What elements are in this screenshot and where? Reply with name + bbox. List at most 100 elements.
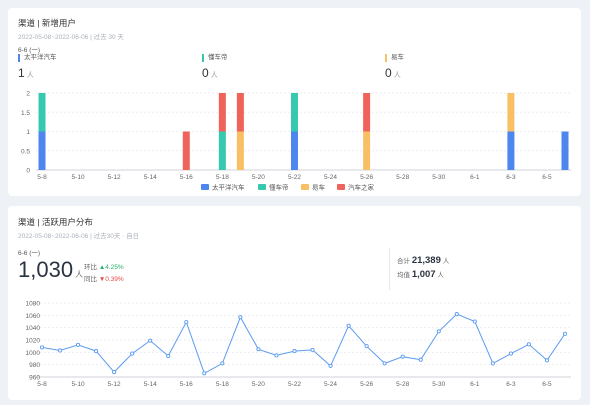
active-users-title: 渠道 | 活跃用户分布 [18,217,93,227]
x-tick-label: 5-28 [396,174,409,181]
legend-label: 汽车之家 [348,183,375,192]
x-tick-label: 5-14 [144,381,157,388]
active-users-line-chart: 960 980 1000 1020 1040 1060 1080 5-8 5-10 5-12 5-1… [26,301,571,388]
x-tick-label: 5-8 [37,381,47,388]
data-point [526,342,531,347]
y-tick-label: 0.5 [21,148,30,155]
bar-segment [507,131,515,170]
bar-segment [38,93,46,132]
data-point [328,363,333,368]
y-tick-label: 1040 [26,325,41,332]
x-tick-label: 5-16 [180,174,193,181]
x-tick-label: 5-12 [108,174,121,181]
active-users-date-range: 2022-05-08~2022-06-06 | 过去30天 · 自日 [18,233,140,240]
series-line [41,313,566,375]
data-point [94,349,99,354]
divider [389,248,390,290]
total-summary: 合计 21,389 人 [397,255,450,266]
bar-segment [507,93,515,132]
x-tick-label: 5-26 [360,381,373,388]
yoy-comparison: 同比 ▼0.39% [84,276,124,283]
metric-dongchedi-label: 懂车帝 [202,54,228,62]
data-point [292,349,297,354]
data-point [256,347,261,352]
new-users-bar-chart: 0 0.5 1 1.5 2 5-8 5-10 5-12 5-14 5-16 5-18 5-20 5-22… [21,91,571,192]
data-point [166,353,171,359]
legend-swatch [201,184,209,190]
legend-label: 懂车帝 [269,183,289,192]
data-point [238,315,243,320]
legend-swatch [301,184,309,190]
data-point [400,354,405,359]
data-point [148,338,153,343]
bar-segment [38,131,46,170]
data-point [382,361,387,366]
y-tick-label: 980 [29,362,40,369]
data-point [76,342,81,347]
x-tick-label: 5-26 [360,174,373,181]
data-point [57,348,63,353]
x-tick-label: 5-10 [72,381,85,388]
new-users-title: 渠道 | 新增用户 [18,18,76,28]
y-tick-label: 1020 [26,338,41,345]
metric-taipingyang-label: 太平洋汽车 [18,54,57,62]
bar-segment [363,131,371,170]
x-tick-label: 6-1 [470,174,480,181]
down-arrow-icon: ▼ [98,276,106,283]
data-point [112,370,117,375]
y-tick-label: 960 [29,375,40,382]
x-tick-label: 5-10 [72,174,85,181]
x-tick-label: 5-14 [144,174,157,181]
data-point [346,323,351,328]
x-tick-label: 5-22 [288,381,301,388]
x-tick-label: 5-30 [432,381,445,388]
wow-comparison: 环比 ▲4.25% [84,264,124,271]
x-tick-label: 6-5 [542,381,552,388]
bar-segment [290,131,298,170]
bar-segment [290,93,298,132]
y-tick-label: 1 [26,129,30,136]
new-users-date: 6-6 (一) [18,47,41,54]
data-point [202,371,207,376]
data-point [436,329,441,334]
x-tick-label: 6-5 [542,174,552,181]
data-point [310,347,315,352]
data-point [562,331,568,336]
data-point [39,345,45,350]
legend-label: 易车 [312,183,326,192]
bar-segment [182,131,190,170]
x-tick-label: 6-3 [506,174,516,181]
x-tick-label: 5-22 [288,174,301,181]
x-tick-label: 5-18 [216,174,229,181]
bar-segment [236,131,244,170]
data-point [184,320,189,325]
data-point [490,361,495,366]
x-tick-label: 5-30 [432,174,445,181]
data-point [130,351,135,356]
data-point [364,344,369,349]
average-summary: 均值 1,007 人 [397,269,444,280]
y-tick-label: 1.5 [21,110,30,117]
legend-swatch [258,184,266,190]
bar-segment [363,93,371,132]
data-point [454,312,459,317]
legend-label: 太平洋汽车 [212,183,245,192]
active-users-card: 渠道 | 活跃用户分布 2022-05-08~2022-06-06 | 过去30… [8,206,581,400]
bar-segment [218,131,226,170]
x-tick-label: 5-8 [37,174,47,181]
y-tick-label: 1000 [26,350,41,357]
up-arrow-icon: ▲ [98,264,106,271]
y-tick-label: 1080 [26,301,41,308]
data-point [472,319,477,324]
x-tick-label: 5-24 [324,174,337,181]
y-tick-label: 2 [26,91,30,98]
new-users-card: 渠道 | 新增用户 2022-05-08~2022-06-06 | 过去 30 … [8,8,581,196]
x-tick-label: 5-16 [180,381,193,388]
bar-segment [561,131,569,170]
y-tick-label: 0 [26,168,30,175]
x-tick-label: 5-18 [216,381,229,388]
x-tick-label: 5-20 [252,381,265,388]
